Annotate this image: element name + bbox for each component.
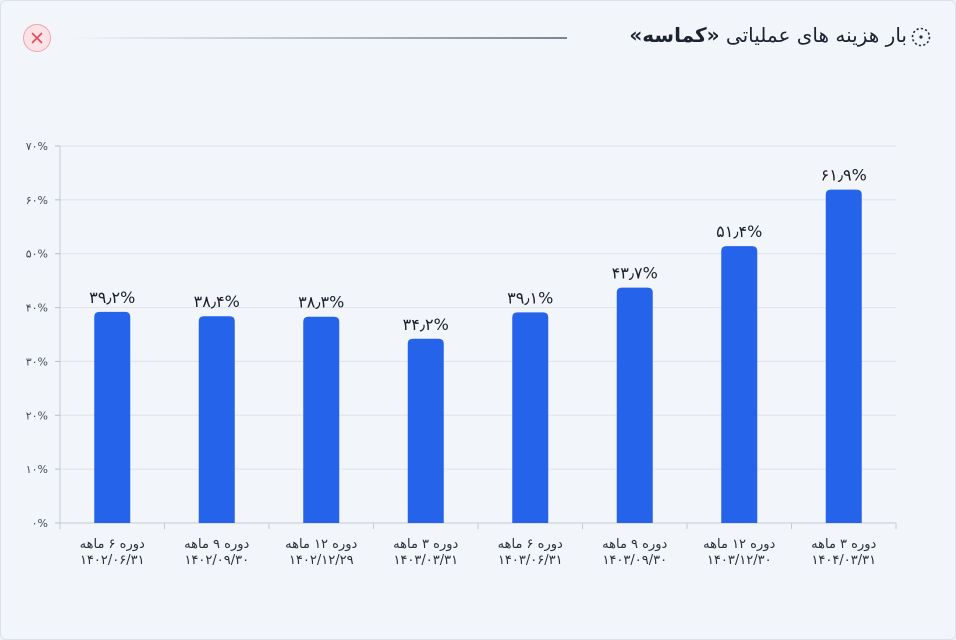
- bar: [198, 316, 235, 523]
- data-label: ۳۹٫۱%: [507, 288, 553, 307]
- bar: [721, 246, 758, 523]
- y-tick-label: ۷۰%: [26, 140, 48, 153]
- x-tick-label: دوره ۹ ماهه: [602, 537, 667, 552]
- dotted-circle-icon[interactable]: [911, 27, 931, 47]
- data-label: ۳۸٫۳%: [298, 293, 344, 312]
- x-tick-label: دوره ۶ ماهه: [498, 537, 563, 552]
- x-tick-label-date: ۱۴۰۲/۱۲/۲۹: [289, 553, 354, 568]
- header-divider: [71, 37, 567, 39]
- x-tick-label: دوره ۳ ماهه: [393, 537, 458, 552]
- x-tick-label: دوره ۱۲ ماهه: [285, 537, 357, 552]
- close-button[interactable]: [23, 24, 51, 52]
- data-label: ۳۸٫۴%: [194, 292, 240, 311]
- x-tick-label-date: ۱۴۰۳/۰۶/۳۱: [498, 553, 563, 568]
- data-label: ۴۳٫۷%: [612, 264, 658, 283]
- y-tick-label: ۰%: [32, 517, 48, 530]
- x-tick-label: دوره ۳ ماهه: [811, 537, 876, 552]
- bar: [303, 316, 340, 523]
- x-tick-label: دوره ۹ ماهه: [184, 537, 249, 552]
- x-tick-label-date: ۱۴۰۴/۰۳/۳۱: [811, 553, 876, 568]
- bar: [94, 311, 131, 523]
- x-tick-label: دوره ۱۲ ماهه: [703, 537, 775, 552]
- y-tick-label: ۳۰%: [26, 355, 48, 368]
- x-tick-label-date: ۱۴۰۲/۰۹/۳۰: [184, 553, 249, 568]
- x-tick-label: دوره ۶ ماهه: [80, 537, 145, 552]
- x-tick-label-date: ۱۴۰۳/۱۲/۳۰: [707, 553, 772, 568]
- chart-title-prefix: بار هزینه های عملیاتی: [725, 23, 907, 47]
- bar: [616, 287, 653, 523]
- y-tick-label: ۶۰%: [26, 194, 48, 207]
- data-label: ۵۱٫۴%: [716, 222, 762, 241]
- close-x-icon: [31, 32, 43, 44]
- chart-title-company: «کماسه»: [629, 23, 720, 47]
- bar: [825, 189, 862, 524]
- y-tick-label: ۲۰%: [26, 409, 48, 422]
- data-label: ۳۴٫۲%: [403, 315, 449, 334]
- x-tick-label-date: ۱۴۰۲/۰۶/۳۱: [80, 553, 145, 568]
- y-tick-label: ۵۰%: [26, 248, 48, 261]
- data-label: ۳۹٫۲%: [89, 288, 135, 307]
- x-tick-label-date: ۱۴۰۳/۰۹/۳۰: [602, 553, 667, 568]
- x-tick-label-date: ۱۴۰۳/۰۳/۳۱: [393, 553, 458, 568]
- bar: [512, 312, 549, 523]
- data-label: ۶۱٫۹%: [821, 166, 867, 185]
- bar: [407, 338, 444, 523]
- y-tick-label: ۴۰%: [26, 302, 48, 315]
- y-tick-label: ۱۰%: [26, 463, 48, 476]
- chart-title: بار هزینه های عملیاتی «کماسه»: [629, 23, 907, 47]
